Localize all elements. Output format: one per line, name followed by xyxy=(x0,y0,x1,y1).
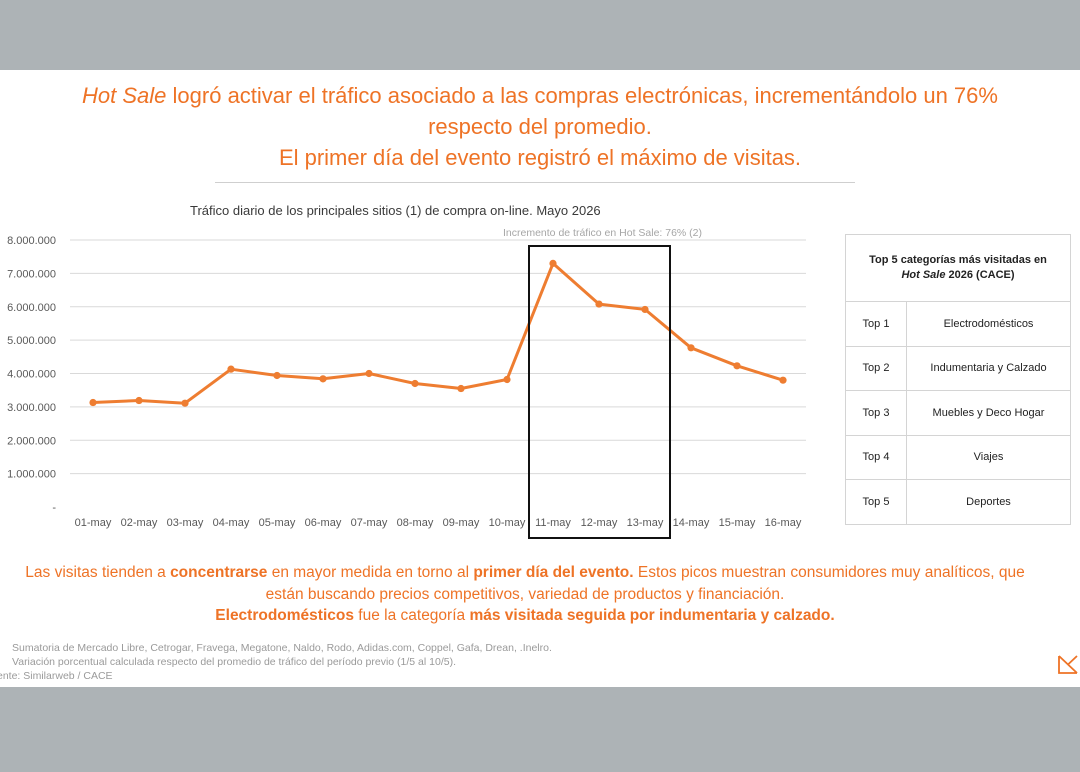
x-tick-label: 13-may xyxy=(627,517,664,529)
x-tick-label: 11-may xyxy=(535,517,571,529)
divider xyxy=(215,182,855,183)
x-tick-label: 02-may xyxy=(121,517,158,529)
data-point xyxy=(457,384,465,393)
bottom-band xyxy=(0,687,1080,772)
x-tick-label: 14-may xyxy=(673,517,710,529)
x-tick-label: 05-may xyxy=(259,517,296,529)
data-point xyxy=(181,399,189,407)
x-tick-label: 08-may xyxy=(397,517,434,529)
headline-hot-sale: Hot Sale xyxy=(82,83,167,108)
summary-paragraph-2: Electrodomésticos fue la categoría más v… xyxy=(20,605,1030,627)
top5-rank: Top 3 xyxy=(845,390,907,436)
y-tick-label: 3.000.000 xyxy=(7,402,56,414)
top5-title-line-1: Top 5 categorías más visitadas en xyxy=(869,254,1047,266)
x-tick-label: 12-may xyxy=(581,517,618,529)
y-tick-label: 5.000.000 xyxy=(7,335,56,347)
summary-text: Las visitas tienden a concentrarse en ma… xyxy=(20,562,1030,627)
y-tick-label: 8.000.000 xyxy=(7,235,56,247)
top5-category: Viajes xyxy=(906,434,1071,480)
top5-category: Indumentaria y Calzado xyxy=(906,345,1071,391)
y-tick-label: 2.000.000 xyxy=(7,435,56,447)
x-tick-label: 04-may xyxy=(213,517,250,529)
top5-title: Top 5 categorías más visitadas en Hot Sa… xyxy=(845,234,1071,302)
y-tick-label: - xyxy=(52,502,56,514)
x-tick-label: 09-may xyxy=(443,517,480,529)
data-point xyxy=(319,375,327,383)
y-tick-label: 1.000.000 xyxy=(7,469,56,481)
top5-category: Muebles y Deco Hogar xyxy=(906,390,1071,436)
traffic-line-chart: - 1.000.000 2.000.000 3.000.000 4.000.000 5.0… xyxy=(7,235,806,539)
x-tick-label: 15-may xyxy=(719,517,756,529)
data-point xyxy=(227,365,235,373)
data-point xyxy=(411,379,419,388)
footnotes: Sumatoria de Mercado Libre, Cetrogar, Fr… xyxy=(0,641,552,683)
traffic-series-line xyxy=(92,261,784,405)
top5-category: Electrodomésticos xyxy=(906,301,1071,347)
data-point xyxy=(595,300,603,308)
summary-bold-4: más visitada seguida por indumentaria y … xyxy=(469,607,835,624)
headline-line-1-text: logró activar el tráfico asociado a las … xyxy=(166,83,998,108)
summary-text-1: Las visitas tienden a xyxy=(25,564,171,581)
brand-logo-icon xyxy=(1058,655,1078,674)
top5-title-hot-sale: Hot Sale xyxy=(901,269,946,281)
x-tick-label: 06-may xyxy=(305,517,342,529)
x-tick-label: 07-may xyxy=(351,517,388,529)
data-point xyxy=(549,259,557,267)
top5-rank: Top 4 xyxy=(845,434,907,480)
top5-row: Top 4 Viajes xyxy=(845,434,1071,480)
top5-row: Top 2 Indumentaria y Calzado xyxy=(845,345,1071,391)
summary-bold-1: concentrarse xyxy=(170,564,268,581)
top5-category: Deportes xyxy=(906,479,1071,525)
x-tick-label: 01-may xyxy=(75,517,112,529)
top5-row: Top 5 Deportes xyxy=(845,479,1071,525)
x-tick-label: 03-may xyxy=(167,517,204,529)
top5-row: Top 3 Muebles y Deco Hogar xyxy=(845,390,1071,436)
top5-rank: Top 2 xyxy=(845,345,907,391)
data-point xyxy=(135,396,143,405)
data-point xyxy=(733,362,741,370)
top5-rank: Top 5 xyxy=(845,479,907,525)
footnote-2: Variación porcentual calculada respecto … xyxy=(12,656,456,668)
y-tick-label: 4.000.000 xyxy=(7,369,56,381)
hot-sale-highlight-box xyxy=(528,245,671,539)
data-point xyxy=(273,371,281,380)
data-point xyxy=(89,398,97,407)
summary-bold-2: primer día del evento. xyxy=(473,564,634,581)
headline: Hot Sale logró activar el tráfico asocia… xyxy=(40,80,1040,173)
data-point xyxy=(503,375,511,384)
top5-rank: Top 1 xyxy=(845,301,907,347)
y-tick-label: 6.000.000 xyxy=(7,302,56,314)
summary-bold-3: Electrodomésticos xyxy=(215,607,354,624)
summary-text-3: Estos picos muestran consumidores muy an… xyxy=(265,564,1025,603)
footnote-1: Sumatoria de Mercado Libre, Cetrogar, Fr… xyxy=(12,642,552,654)
data-point xyxy=(687,344,695,352)
chart-title: Tráfico diario de los principales sitios… xyxy=(190,203,601,218)
footnote-source: ente: Similarweb / CACE xyxy=(0,670,113,682)
data-point xyxy=(365,369,373,378)
headline-line-3: El primer día del evento registró el máx… xyxy=(278,145,802,170)
top5-table: Top 5 categorías más visitadas en Hot Sa… xyxy=(845,234,1071,525)
summary-paragraph-1: Las visitas tienden a concentrarse en ma… xyxy=(20,562,1030,605)
data-point xyxy=(641,305,649,314)
data-point xyxy=(779,376,787,384)
chart-annotation: Incremento de tráfico en Hot Sale: 76% (… xyxy=(503,227,703,239)
headline-line-1: Hot Sale logró activar el tráfico asocia… xyxy=(40,80,1040,111)
y-tick-label: 7.000.000 xyxy=(7,268,56,280)
top5-row: Top 1 Electrodomésticos xyxy=(845,301,1071,347)
x-tick-label: 16-may xyxy=(765,517,802,529)
top5-title-rest: 2026 (CACE) xyxy=(945,269,1015,281)
summary-text-2: en mayor medida en torno al xyxy=(267,564,474,581)
headline-line-2: respecto del promedio. xyxy=(428,114,652,139)
x-tick-label: 10-may xyxy=(489,517,526,529)
summary-text-4: fue la categoría xyxy=(353,607,470,624)
top-band xyxy=(0,0,1080,70)
